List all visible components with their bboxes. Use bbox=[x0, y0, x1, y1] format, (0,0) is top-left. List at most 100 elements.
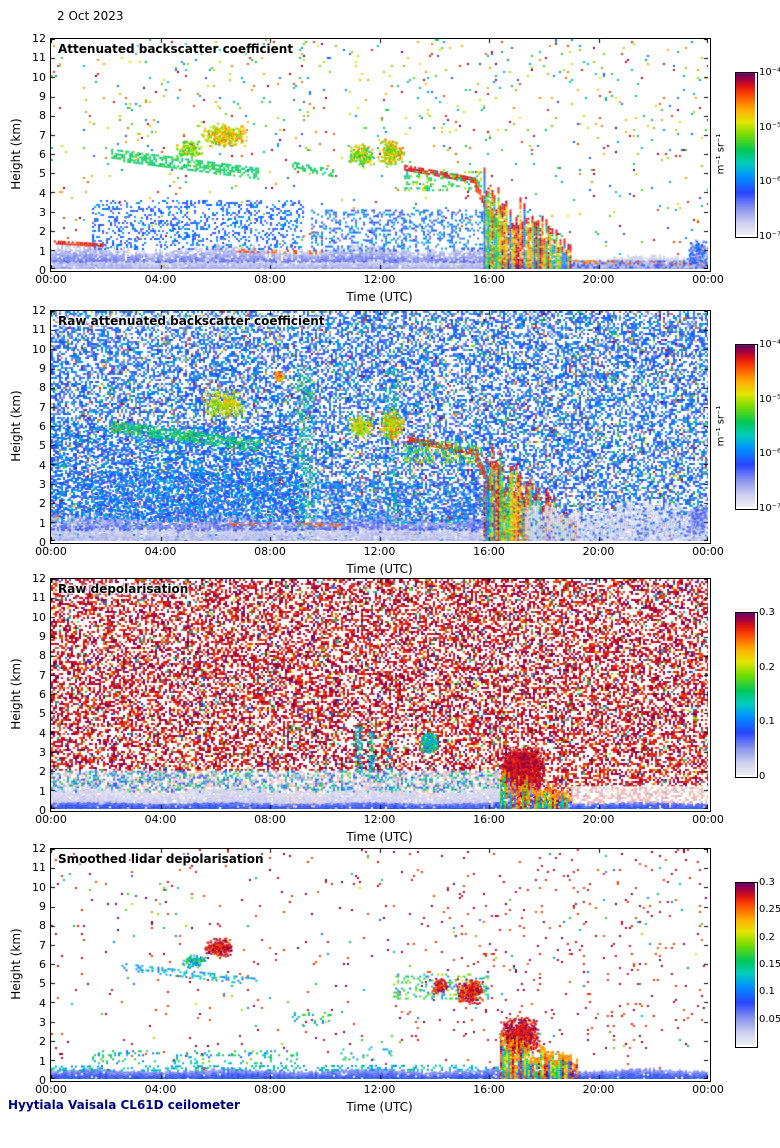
colorbar-unit-label: m⁻¹ sr⁻¹ bbox=[715, 133, 727, 175]
plot-area-attenuated-backscatter: Attenuated backscatter coefficient bbox=[50, 38, 711, 272]
y-tick-label: 3 bbox=[39, 206, 46, 219]
y-tick-label: 1 bbox=[39, 516, 46, 530]
x-tick-label: 00:00 bbox=[692, 545, 724, 558]
colorbar-tick-label: 0.1 bbox=[759, 716, 775, 728]
y-tick-label: 0 bbox=[39, 804, 46, 817]
colorbar bbox=[735, 612, 758, 778]
y-tick-label: 6 bbox=[39, 958, 46, 971]
x-tick-label: 08:00 bbox=[254, 545, 286, 558]
panel-3: Height (km) Raw depolarisation Time (UTC… bbox=[0, 572, 780, 878]
colorbar-tick-label: 0.3 bbox=[759, 607, 775, 618]
y-tick-label: 12 bbox=[32, 32, 46, 45]
x-tick-label: 16:00 bbox=[473, 273, 505, 286]
x-tick-label: 08:00 bbox=[254, 813, 286, 826]
x-tick-label: 16:00 bbox=[473, 813, 505, 826]
y-tick-label: 6 bbox=[39, 148, 46, 161]
y-tick-label: 11 bbox=[32, 51, 46, 65]
colorbar-tick-label: 10⁻⁷ bbox=[759, 231, 780, 242]
y-tick-label: 2 bbox=[39, 497, 46, 511]
panel-title: Attenuated backscatter coefficient bbox=[58, 42, 294, 56]
x-tick-label: 12:00 bbox=[363, 813, 396, 826]
y-tick-label: 6 bbox=[39, 688, 46, 701]
y-tick-label: 9 bbox=[39, 90, 46, 103]
x-tick-label: 00:00 bbox=[35, 273, 67, 286]
x-tick-label: 20:00 bbox=[582, 545, 615, 558]
ceilometer-figure: 2 Oct 2023 Height (km) Attenuated backsc… bbox=[0, 9, 780, 1114]
y-tick-label: 7 bbox=[39, 938, 46, 952]
y-tick-label: 1 bbox=[39, 784, 46, 798]
colorbar bbox=[735, 72, 758, 238]
colorbar bbox=[735, 882, 758, 1048]
x-tick-label: 16:00 bbox=[473, 545, 505, 558]
x-tick-label: 20:00 bbox=[582, 1083, 615, 1096]
y-tick-label: 8 bbox=[39, 919, 46, 933]
colorbar-tick-label: 0.1 bbox=[759, 986, 775, 998]
x-tick-label: 08:00 bbox=[254, 273, 286, 286]
colorbar-tick-label: 0.05 bbox=[759, 1013, 780, 1025]
panel-4: Height (km) Smoothed lidar depolarisatio… bbox=[0, 842, 780, 1148]
y-tick-label: 8 bbox=[39, 381, 46, 395]
x-tick-label: 00:00 bbox=[35, 545, 67, 558]
x-axis-label: Time (UTC) bbox=[346, 1100, 413, 1114]
y-tick-label: 4 bbox=[39, 458, 46, 472]
y-tick-label: 5 bbox=[39, 707, 46, 721]
y-tick-label: 3 bbox=[39, 478, 46, 491]
colorbar-tick-label: 0.25 bbox=[759, 904, 780, 916]
y-tick-label: 1 bbox=[39, 1054, 46, 1068]
plot-area-raw-backscatter: Raw attenuated backscatter coefficient bbox=[50, 310, 711, 544]
y-tick-label: 0 bbox=[39, 264, 46, 277]
y-tick-label: 9 bbox=[39, 630, 46, 643]
x-tick-label: 04:00 bbox=[144, 1083, 177, 1096]
colorbar-gradient bbox=[736, 613, 755, 775]
colorbar-tick-label: 0.2 bbox=[759, 931, 775, 943]
y-tick-label: 9 bbox=[39, 900, 46, 913]
colorbar-tick-label: 0.3 bbox=[759, 877, 775, 888]
colorbar-gradient bbox=[736, 73, 755, 235]
colorbar-tick-label: 10⁻⁴ bbox=[759, 339, 780, 350]
panel-2: Height (km) Raw attenuated backscatter c… bbox=[0, 304, 780, 610]
y-tick-label: 2 bbox=[39, 765, 46, 779]
panel-title: Raw attenuated backscatter coefficient bbox=[58, 314, 325, 328]
x-tick-label: 12:00 bbox=[363, 273, 396, 286]
y-tick-label: 12 bbox=[32, 842, 46, 855]
x-tick-label: 04:00 bbox=[144, 545, 177, 558]
y-tick-label: 11 bbox=[32, 861, 46, 875]
x-tick-label: 08:00 bbox=[254, 1083, 286, 1096]
plot-area-raw-depolarisation: Raw depolarisation bbox=[50, 578, 711, 812]
y-tick-label: 4 bbox=[39, 996, 46, 1010]
x-tick-label: 00:00 bbox=[35, 813, 67, 826]
x-tick-label: 20:00 bbox=[582, 273, 615, 286]
colorbar-unit-label: m⁻¹ sr⁻¹ bbox=[715, 405, 727, 447]
colorbar-tick-label: 10⁻⁵ bbox=[759, 121, 780, 133]
panel-title: Smoothed lidar depolarisation bbox=[58, 852, 264, 866]
y-tick-label: 11 bbox=[32, 591, 46, 605]
x-axis-label: Time (UTC) bbox=[346, 562, 413, 576]
panel-title: Raw depolarisation bbox=[58, 582, 189, 596]
x-tick-label: 00:00 bbox=[692, 813, 724, 826]
y-tick-label: 11 bbox=[32, 323, 46, 337]
colorbar-tick-label: 10⁻⁶ bbox=[759, 176, 780, 188]
y-tick-label: 3 bbox=[39, 1016, 46, 1029]
y-tick-label: 10 bbox=[32, 70, 46, 84]
x-axis-label: Time (UTC) bbox=[346, 830, 413, 844]
colorbar-tick-label: 0 bbox=[759, 771, 766, 782]
colorbar-tick-label: 10⁻⁴ bbox=[759, 67, 780, 78]
x-tick-label: 16:00 bbox=[473, 1083, 505, 1096]
colorbar-tick-label: 10⁻⁶ bbox=[759, 448, 780, 460]
y-tick-label: 4 bbox=[39, 186, 46, 200]
y-tick-label: 3 bbox=[39, 746, 46, 759]
heatmap-canvas-2 bbox=[51, 579, 708, 809]
x-tick-label: 20:00 bbox=[582, 813, 615, 826]
y-tick-label: 10 bbox=[32, 342, 46, 356]
plot-area-smoothed-depolarisation: Smoothed lidar depolarisation bbox=[50, 848, 711, 1082]
heatmap-canvas-1 bbox=[51, 311, 708, 541]
y-tick-label: 0 bbox=[39, 1074, 46, 1087]
colorbar-gradient bbox=[736, 345, 755, 507]
colorbar-tick-label: 0.2 bbox=[759, 661, 775, 673]
y-tick-label: 2 bbox=[39, 1035, 46, 1049]
colorbar-tick-label: 10⁻⁷ bbox=[759, 503, 780, 514]
y-tick-label: 7 bbox=[39, 400, 46, 414]
y-tick-label: 4 bbox=[39, 726, 46, 740]
y-tick-label: 9 bbox=[39, 362, 46, 375]
heatmap-canvas-3 bbox=[51, 849, 708, 1079]
